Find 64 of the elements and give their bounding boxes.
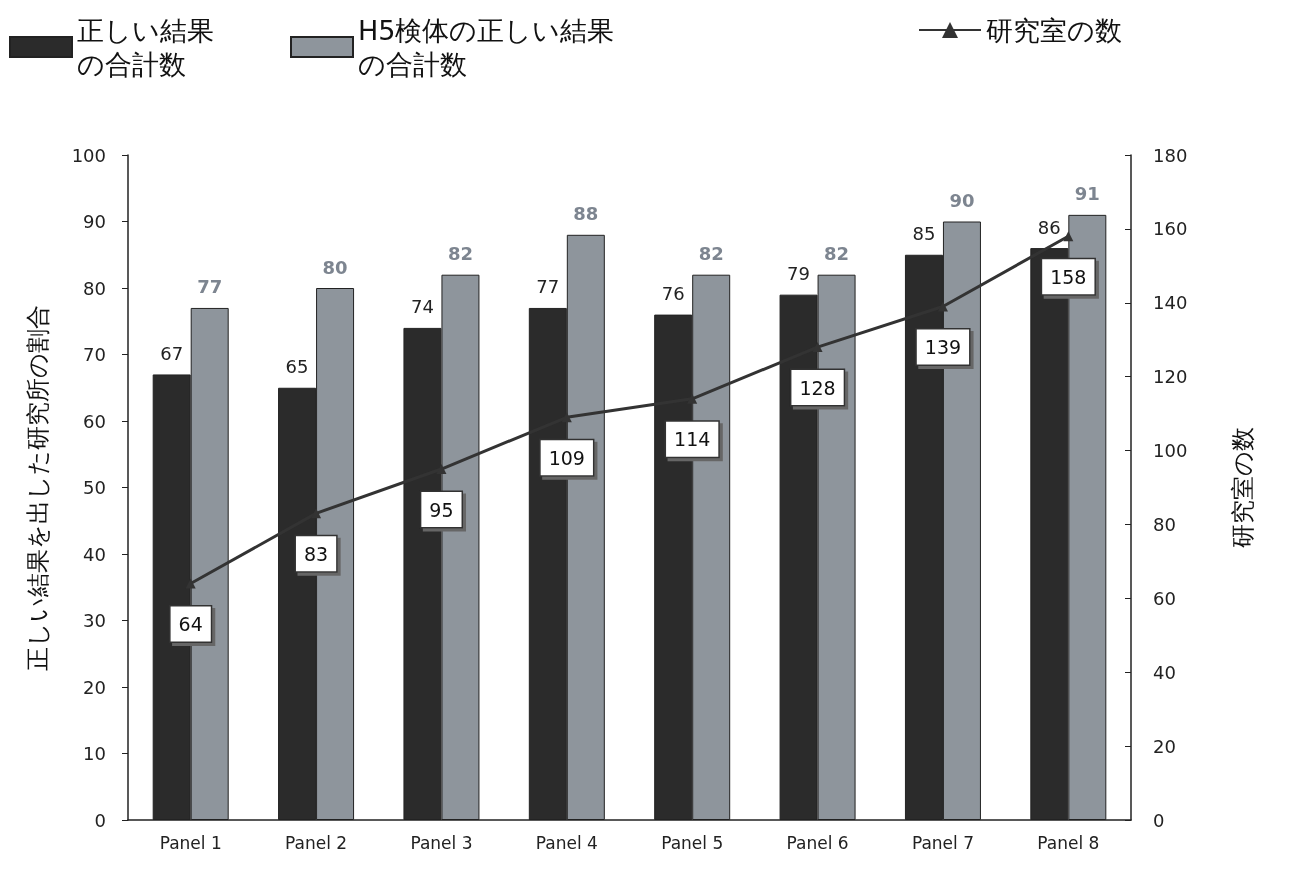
data-label: 95	[429, 498, 454, 521]
legend-label: 正しい結果の合計数	[77, 14, 214, 80]
y2-tick-label: 80	[1153, 513, 1176, 535]
y2-tick-label: 160	[1153, 218, 1188, 240]
data-label: 158	[1050, 265, 1087, 288]
y-tick-label: 80	[83, 277, 106, 299]
data-label: 128	[799, 376, 836, 399]
y-tick-label: 50	[83, 477, 106, 498]
y-tick-label: 100	[71, 144, 106, 166]
y-tick-label: 60	[83, 410, 106, 432]
y2-tick-label: 140	[1153, 292, 1188, 314]
y2-tick-label: 20	[1153, 735, 1176, 757]
data-label: 114	[674, 428, 711, 451]
x-tick-label: Panel 4	[535, 832, 598, 853]
data-label: 77	[197, 276, 223, 298]
data-label: 86	[1037, 216, 1061, 238]
data-label: 79	[787, 263, 811, 285]
y-axis-title: 正しい結果を出した研究所の割合	[24, 304, 52, 671]
y-tick-label: 70	[83, 344, 106, 365]
legend-label: H5検体の正しい結果の合計数	[358, 14, 615, 80]
data-label: 82	[698, 243, 724, 265]
y2-axis-title: 研究室の数	[1229, 427, 1257, 548]
y2-tick-label: 100	[1153, 440, 1188, 462]
y-tick-label: 20	[83, 676, 106, 698]
data-label: 90	[949, 190, 975, 211]
point	[687, 393, 698, 404]
y2-tick-label: 0	[1153, 809, 1165, 831]
y2-tick-label: 40	[1153, 661, 1176, 683]
y-tick-label: 90	[83, 211, 106, 232]
y2-tick-label: 120	[1153, 366, 1188, 388]
point	[561, 412, 572, 423]
y-tick-label: 40	[83, 543, 106, 565]
data-label: 65	[285, 356, 309, 378]
data-label: 80	[322, 256, 348, 278]
data-label: 91	[1074, 183, 1100, 205]
point	[812, 342, 823, 353]
point	[436, 464, 447, 475]
data-label: 82	[824, 243, 850, 265]
data-label: 76	[661, 283, 685, 305]
y2-tick-label: 180	[1153, 144, 1188, 166]
y-tick-label: 30	[83, 610, 106, 631]
data-label: 74	[410, 296, 434, 318]
x-tick-label: Panel 2	[285, 832, 348, 853]
x-tick-label: Panel 7	[911, 832, 974, 853]
y-tick-label: 0	[94, 809, 106, 831]
legend-label: 研究室の数	[986, 14, 1122, 46]
y2-tick-label: 60	[1153, 587, 1176, 609]
x-tick-label: Panel 1	[159, 832, 222, 853]
x-tick-label: Panel 8	[1037, 832, 1100, 853]
x-tick-label: Panel 3	[410, 832, 473, 853]
data-label: 67	[160, 342, 184, 364]
point	[185, 578, 196, 589]
data-label: 139	[924, 335, 962, 358]
y-tick-label: 10	[83, 743, 106, 764]
x-tick-label: Panel 6	[786, 832, 849, 853]
data-label: 109	[548, 446, 585, 469]
data-label: 64	[178, 613, 203, 636]
data-label: 88	[573, 203, 599, 225]
data-label: 83	[303, 542, 329, 565]
data-label: 82	[447, 243, 473, 265]
data-label: 77	[536, 276, 560, 298]
point	[1063, 231, 1074, 242]
data-label: 85	[912, 223, 936, 245]
x-tick-label: Panel 5	[661, 832, 724, 853]
